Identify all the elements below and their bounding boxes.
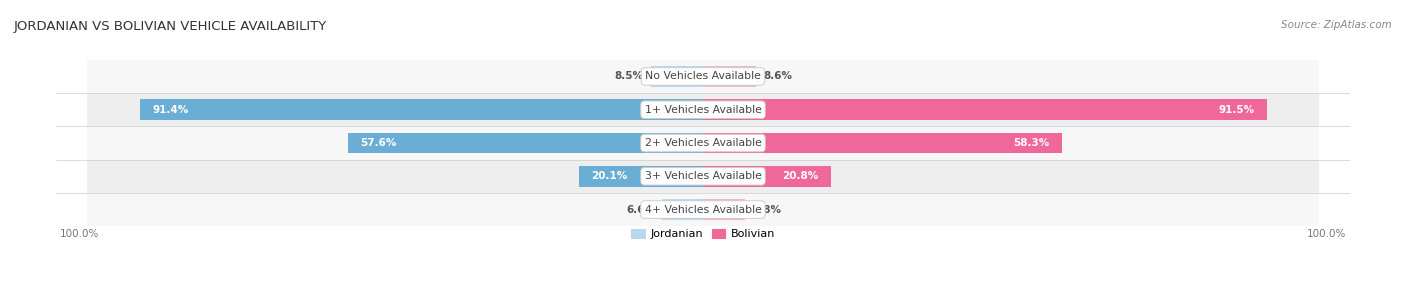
Bar — [703, 66, 756, 87]
Text: 6.8%: 6.8% — [752, 204, 782, 214]
Text: No Vehicles Available: No Vehicles Available — [645, 72, 761, 82]
Text: 100.0%: 100.0% — [59, 229, 98, 239]
Bar — [579, 166, 703, 186]
Bar — [87, 160, 1319, 193]
Text: 20.1%: 20.1% — [592, 171, 627, 181]
Bar — [662, 199, 703, 220]
Bar — [651, 66, 703, 87]
Text: 58.3%: 58.3% — [1014, 138, 1050, 148]
Bar — [87, 60, 1319, 93]
Text: 91.4%: 91.4% — [152, 105, 188, 115]
Bar — [703, 133, 1062, 153]
Text: 20.8%: 20.8% — [783, 171, 818, 181]
Bar — [87, 126, 1319, 160]
Text: 4+ Vehicles Available: 4+ Vehicles Available — [644, 204, 762, 214]
Bar — [703, 100, 1267, 120]
Text: Source: ZipAtlas.com: Source: ZipAtlas.com — [1281, 20, 1392, 30]
Text: 91.5%: 91.5% — [1218, 105, 1254, 115]
Bar — [141, 100, 703, 120]
Bar — [87, 93, 1319, 126]
Text: 57.6%: 57.6% — [360, 138, 396, 148]
Text: 100.0%: 100.0% — [1308, 229, 1347, 239]
Legend: Jordanian, Bolivian: Jordanian, Bolivian — [627, 224, 779, 244]
Text: 1+ Vehicles Available: 1+ Vehicles Available — [644, 105, 762, 115]
Bar — [703, 166, 831, 186]
Text: 2+ Vehicles Available: 2+ Vehicles Available — [644, 138, 762, 148]
Bar — [349, 133, 703, 153]
Text: JORDANIAN VS BOLIVIAN VEHICLE AVAILABILITY: JORDANIAN VS BOLIVIAN VEHICLE AVAILABILI… — [14, 20, 328, 33]
Bar — [703, 199, 745, 220]
Text: 8.5%: 8.5% — [614, 72, 644, 82]
Text: 3+ Vehicles Available: 3+ Vehicles Available — [644, 171, 762, 181]
Bar — [87, 193, 1319, 226]
Text: 8.6%: 8.6% — [763, 72, 793, 82]
Text: 6.6%: 6.6% — [626, 204, 655, 214]
